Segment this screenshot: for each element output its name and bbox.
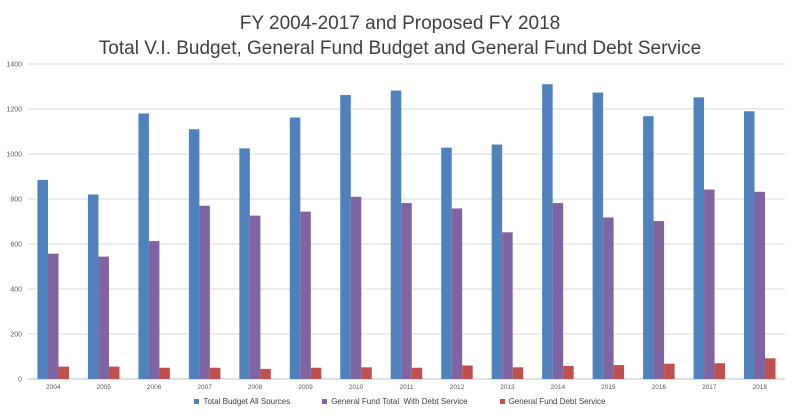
bar-debt-service-2009 [310,367,322,379]
legend-swatch-debt-service [499,399,505,404]
x-tick-label: 2017 [702,384,717,391]
bar-debt-service-2015 [613,365,625,379]
bar-total-budget-2008 [239,148,250,379]
x-tick-label: 2008 [248,384,263,391]
x-tick-label: 2016 [652,384,667,391]
bar-general-fund-total-2012 [451,208,463,379]
bar-debt-service-2013 [512,367,524,379]
y-tick-label: 400 [10,287,22,294]
bar-general-fund-total-2011 [401,203,412,379]
legend-item-general-fund-total: General Fund Total With Debt Service [322,397,468,406]
bar-total-budget-2010 [340,95,351,380]
bar-general-fund-total-2015 [603,217,614,379]
x-axis-ticks: 2004 2005 2006 2007 2008 2009 2010 2011 2012 2013… [46,384,767,391]
legend-swatch-total-budget [194,399,200,404]
bar-debt-service-2004 [58,366,69,379]
y-tick-label: 600 [10,242,22,249]
bar-debt-service-2008 [260,368,271,379]
y-tick-label: 0 [18,377,22,384]
legend-item-debt-service: General Fund Debt Service [499,397,606,406]
x-tick-label: 2018 [753,384,768,391]
y-tick-label: 200 [10,332,22,339]
chart-title-line-2: Total V.I. Budget, General Fund Budget a… [98,38,702,59]
legend: Total Budget All Sources General Fund To… [0,397,800,406]
bar-debt-service-2005 [108,366,120,379]
x-tick-label: 2014 [551,384,566,391]
x-tick-label: 2012 [450,384,465,391]
bar-general-fund-total-2005 [98,256,109,379]
bar-debt-service-2012 [462,365,473,379]
bars [37,84,776,380]
x-tick-label: 2013 [500,384,515,391]
bar-total-budget-2016 [643,116,654,379]
bar-total-budget-2015 [592,92,604,379]
bar-general-fund-total-2006 [148,241,160,379]
x-tick-label: 2009 [298,384,313,391]
bar-total-budget-2005 [87,194,99,379]
bar-general-fund-total-2007 [199,205,210,379]
x-tick-label: 2006 [147,384,162,391]
legend-item-total-budget: Total Budget All Sources [194,397,290,406]
bar-general-fund-total-2016 [653,221,665,379]
bar-debt-service-2006 [159,367,170,379]
x-tick-label: 2015 [601,384,616,391]
bar-total-budget-2004 [37,179,48,379]
bar-total-budget-2009 [289,117,301,380]
y-tick-label: 1200 [6,107,22,114]
legend-label-total-budget: Total Budget All Sources [203,397,291,406]
bar-total-budget-2006 [138,113,149,379]
bar-total-budget-2018 [744,111,755,379]
bar-general-fund-total-2017 [704,189,715,379]
x-tick-label: 2010 [349,384,364,391]
bar-total-budget-2007 [188,129,200,379]
bar-general-fund-total-2009 [300,211,311,379]
bar-debt-service-2011 [411,367,423,379]
bar-general-fund-total-2014 [552,203,564,379]
x-tick-label: 2004 [46,384,61,391]
bar-general-fund-total-2008 [249,215,261,379]
y-tick-label: 1400 [6,62,22,69]
bar-total-budget-2017 [693,97,705,380]
chart-title-line-1: FY 2004-2017 and Proposed FY 2018 [239,13,561,34]
bar-total-budget-2013 [491,144,503,379]
bar-debt-service-2010 [361,367,372,379]
x-tick-label: 2007 [197,384,212,391]
bar-general-fund-total-2013 [502,232,513,379]
legend-swatch-general-fund-total [322,399,328,404]
y-axis-ticks: 0 200 400 600 800 1000 1200 1400 [6,62,22,384]
bar-debt-service-2014 [563,365,574,379]
bar-general-fund-total-2018 [754,191,766,379]
legend-label-general-fund-total: General Fund Total With Debt Service [331,397,468,406]
y-tick-label: 1000 [6,152,22,159]
bar-total-budget-2012 [441,147,452,379]
bar-debt-service-2007 [209,367,221,379]
bar-debt-service-2016 [664,363,675,379]
bar-total-budget-2014 [542,84,553,379]
bar-debt-service-2017 [714,363,726,379]
bar-general-fund-total-2004 [47,253,59,379]
y-tick-label: 800 [10,197,22,204]
x-tick-label: 2005 [96,384,111,391]
bar-debt-service-2018 [765,358,776,379]
bar-total-budget-2011 [390,90,402,380]
legend-label-debt-service: General Fund Debt Service [508,397,606,406]
x-tick-label: 2011 [400,384,414,391]
bar-general-fund-total-2010 [350,196,362,379]
